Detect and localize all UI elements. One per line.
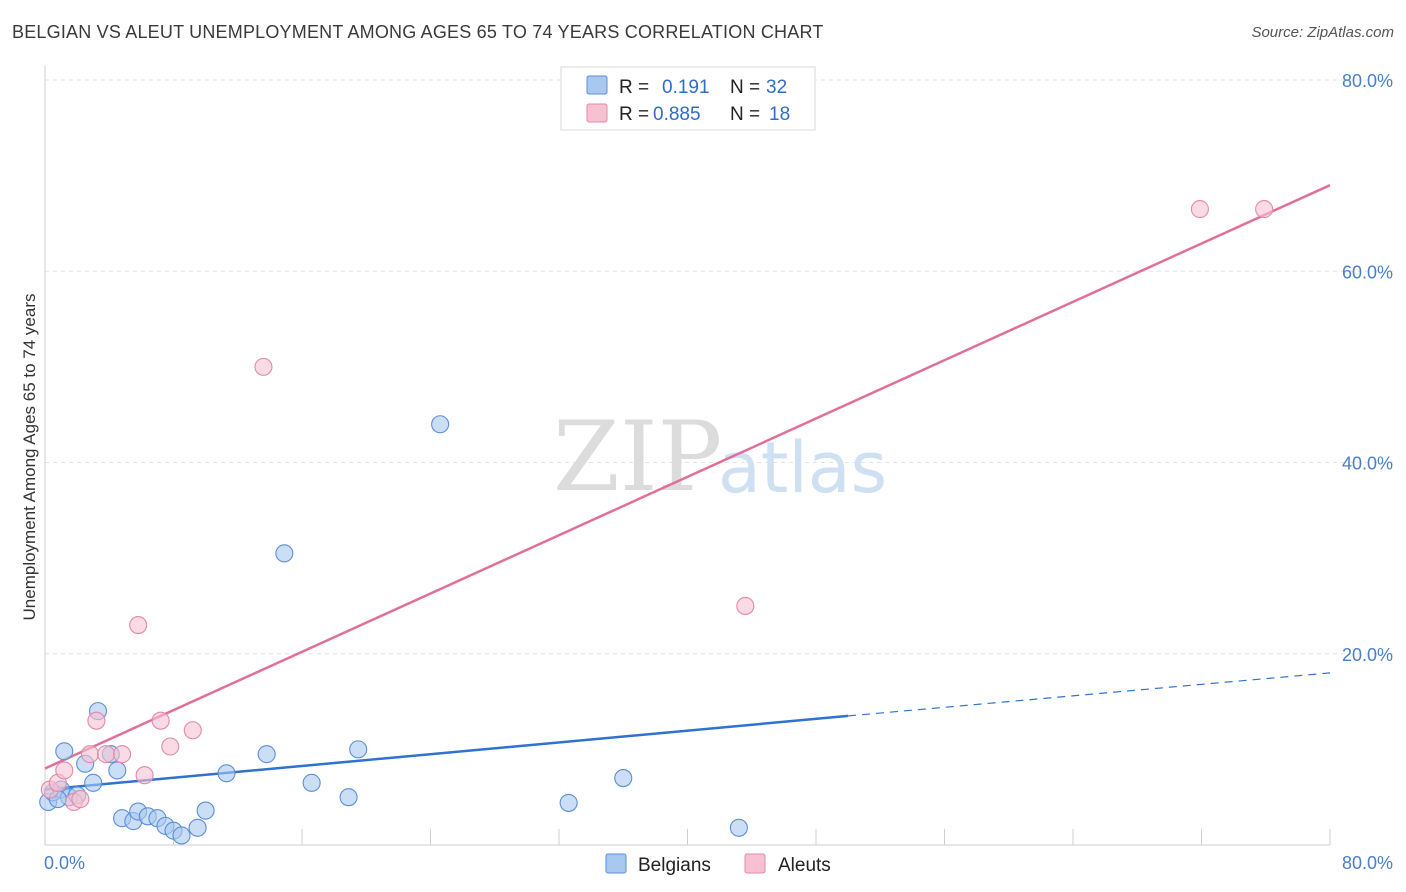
- point-aleuts-9: [129, 616, 148, 635]
- point-belgians-30: [55, 742, 74, 761]
- point-aleuts-16: [1190, 200, 1209, 219]
- point-belgians-24: [339, 788, 358, 807]
- point-aleuts-12: [161, 737, 180, 756]
- x-tick-label-1: 80.0%: [1342, 853, 1393, 873]
- legend-n-label-2: N =: [730, 104, 760, 125]
- point-belgians-17: [172, 826, 191, 845]
- chart-title: BELGIAN VS ALEUT UNEMPLOYMENT AMONG AGES…: [12, 22, 824, 42]
- data-points: [39, 200, 1274, 845]
- trend-lines: [44, 184, 1331, 791]
- point-aleuts-5: [80, 745, 100, 764]
- legend-n-value-1: 32: [766, 77, 787, 98]
- point-aleuts-8: [113, 745, 132, 764]
- x-tick-label-0: 0.0%: [44, 853, 85, 873]
- point-aleuts-6: [87, 711, 106, 730]
- point-aleuts-14: [254, 357, 273, 376]
- point-belgians-9: [108, 761, 127, 780]
- point-aleuts-15: [736, 596, 755, 615]
- point-belgians-21: [257, 745, 276, 764]
- y-tick-label-3: 80.0%: [1342, 71, 1393, 91]
- trend-line-belgians-extension: [848, 672, 1331, 717]
- y-tick-label-2: 60.0%: [1342, 262, 1393, 282]
- bottom-legend: Belgians Aleuts: [605, 853, 831, 876]
- legend-n-label-1: N =: [730, 77, 760, 98]
- point-belgians-19: [196, 801, 215, 820]
- trend-line-belgians: [44, 714, 849, 791]
- point-aleuts-7: [96, 745, 116, 764]
- point-aleuts-13: [183, 721, 202, 740]
- watermark: ZIP atlas: [553, 401, 887, 513]
- point-belgians-28: [614, 769, 633, 788]
- legend-box: R = 0.191 N = 32 R = 0.885 N = 18: [560, 66, 816, 131]
- bottom-legend-swatch-aleuts: [744, 853, 766, 874]
- tick-labels: 20.0% 40.0% 60.0% 80.0% 0.0% 80.0%: [44, 71, 1393, 873]
- y-tick-label-0: 20.0%: [1342, 645, 1393, 665]
- point-belgians-27: [559, 793, 578, 812]
- source-label: Source: ZipAtlas.com: [1251, 24, 1394, 41]
- point-aleuts-11: [151, 711, 170, 730]
- legend-r-label-1: R =: [619, 77, 649, 98]
- legend-swatch-aleuts: [586, 103, 608, 123]
- y-tick-label-1: 40.0%: [1342, 454, 1393, 474]
- legend-r-label-2: R =: [619, 104, 649, 125]
- y-axis-label: Unemployment Among Ages 65 to 74 years: [20, 294, 39, 621]
- point-belgians-20: [217, 764, 236, 783]
- point-belgians-23: [302, 773, 321, 792]
- legend-r-value-2: 0.885: [653, 104, 701, 125]
- legend-n-value-2: 18: [769, 104, 790, 125]
- point-belgians-5: [84, 773, 103, 792]
- watermark-atlas: atlas: [718, 427, 887, 509]
- bottom-legend-aleuts: Aleuts: [778, 855, 831, 876]
- legend-r-value-1: 0.191: [662, 77, 710, 98]
- point-belgians-29: [729, 818, 748, 837]
- point-aleuts-17: [1255, 200, 1274, 219]
- bottom-legend-swatch-belgians: [605, 853, 627, 874]
- trend-line-aleuts: [44, 184, 1331, 770]
- watermark-zip: ZIP: [553, 401, 722, 513]
- legend-swatch-belgians: [586, 75, 608, 95]
- grid-lines: [45, 79, 1393, 655]
- point-belgians-18: [188, 818, 207, 837]
- point-belgians-26: [431, 415, 450, 434]
- point-aleuts-2: [55, 761, 74, 780]
- point-belgians-25: [349, 740, 368, 759]
- point-belgians-22: [275, 544, 294, 563]
- point-aleuts-10: [135, 766, 154, 785]
- point-aleuts-4: [71, 790, 90, 809]
- bottom-legend-belgians: Belgians: [638, 855, 711, 876]
